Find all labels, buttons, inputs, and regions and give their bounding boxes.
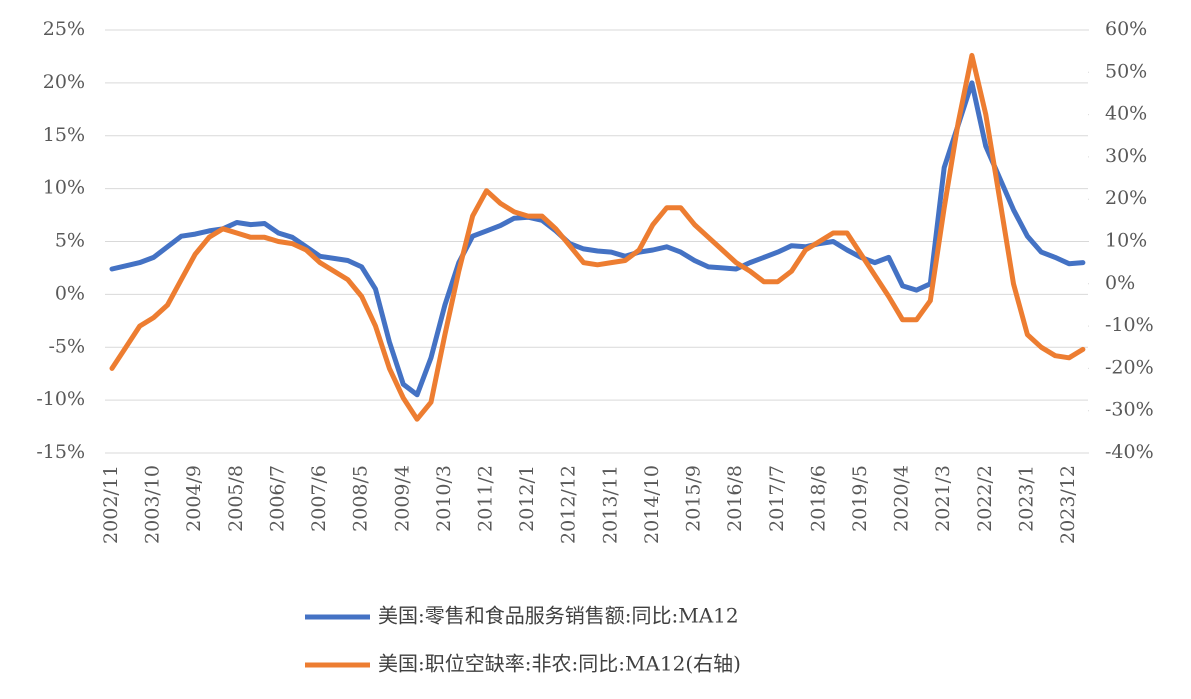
x-tick-label: 2012/1 (516, 465, 538, 532)
y-tick-label: 20% (43, 71, 85, 93)
y2-tick-label: 10% (1105, 230, 1147, 252)
x-tick-label: 2015/9 (683, 465, 705, 532)
x-tick-label: 2004/9 (183, 465, 205, 532)
x-tick-label: 2022/2 (974, 465, 996, 532)
x-tick-label: 2021/3 (932, 465, 954, 532)
y2-tick-label: 40% (1105, 103, 1147, 125)
y2-tick-label: -30% (1105, 399, 1154, 421)
x-tick-label: 2012/12 (558, 465, 580, 544)
y2-tick-label: -40% (1105, 441, 1154, 463)
x-tick-label: 2010/3 (433, 465, 455, 532)
x-tick-label: 2007/6 (308, 465, 330, 532)
y-tick-label: 25% (43, 18, 85, 40)
x-tick-label: 2011/2 (474, 465, 496, 532)
y2-tick-label: -10% (1105, 314, 1154, 336)
x-tick-label: 2023/12 (1057, 465, 1079, 544)
x-tick-label: 2020/4 (891, 465, 913, 532)
x-tick-label: 2016/8 (724, 465, 746, 532)
x-tick-label: 2003/10 (142, 465, 164, 544)
legend-label: 美国:职位空缺率:非农:同比:MA12(右轴) (378, 652, 741, 676)
x-tick-label: 2008/5 (350, 465, 372, 532)
series-line (109, 80, 1086, 398)
legend-label: 美国:零售和食品服务销售额:同比:MA12 (378, 604, 739, 628)
x-tick-label: 2006/7 (266, 465, 288, 532)
x-tick-label: 2013/11 (599, 465, 621, 544)
y2-tick-label: -20% (1105, 356, 1154, 378)
x-tick-label: 2017/7 (766, 465, 788, 532)
y-tick-label: 15% (43, 124, 85, 146)
y2-tick-label: 0% (1105, 272, 1135, 294)
y2-tick-label: 60% (1105, 18, 1147, 40)
x-tick-label: 2005/8 (225, 465, 247, 532)
y2-tick-label: 20% (1105, 187, 1147, 209)
y-tick-label: -15% (36, 441, 85, 463)
x-tick-label: 2018/6 (807, 465, 829, 532)
y-tick-label: 0% (55, 282, 85, 304)
x-tick-label: 2014/10 (641, 465, 663, 544)
x-tick-label: 2019/5 (849, 465, 871, 532)
y-tick-label: 5% (55, 230, 85, 252)
x-tick-label: 2009/4 (391, 465, 413, 532)
x-tick-label: 2002/11 (100, 465, 122, 544)
y-tick-label: 10% (43, 177, 85, 199)
y2-tick-label: 50% (1105, 60, 1147, 82)
series-line (109, 52, 1086, 422)
y2-tick-label: 30% (1105, 145, 1147, 167)
y-tick-label: -10% (36, 388, 85, 410)
x-tick-label: 2023/1 (1015, 465, 1037, 532)
y-tick-label: -5% (48, 335, 85, 357)
